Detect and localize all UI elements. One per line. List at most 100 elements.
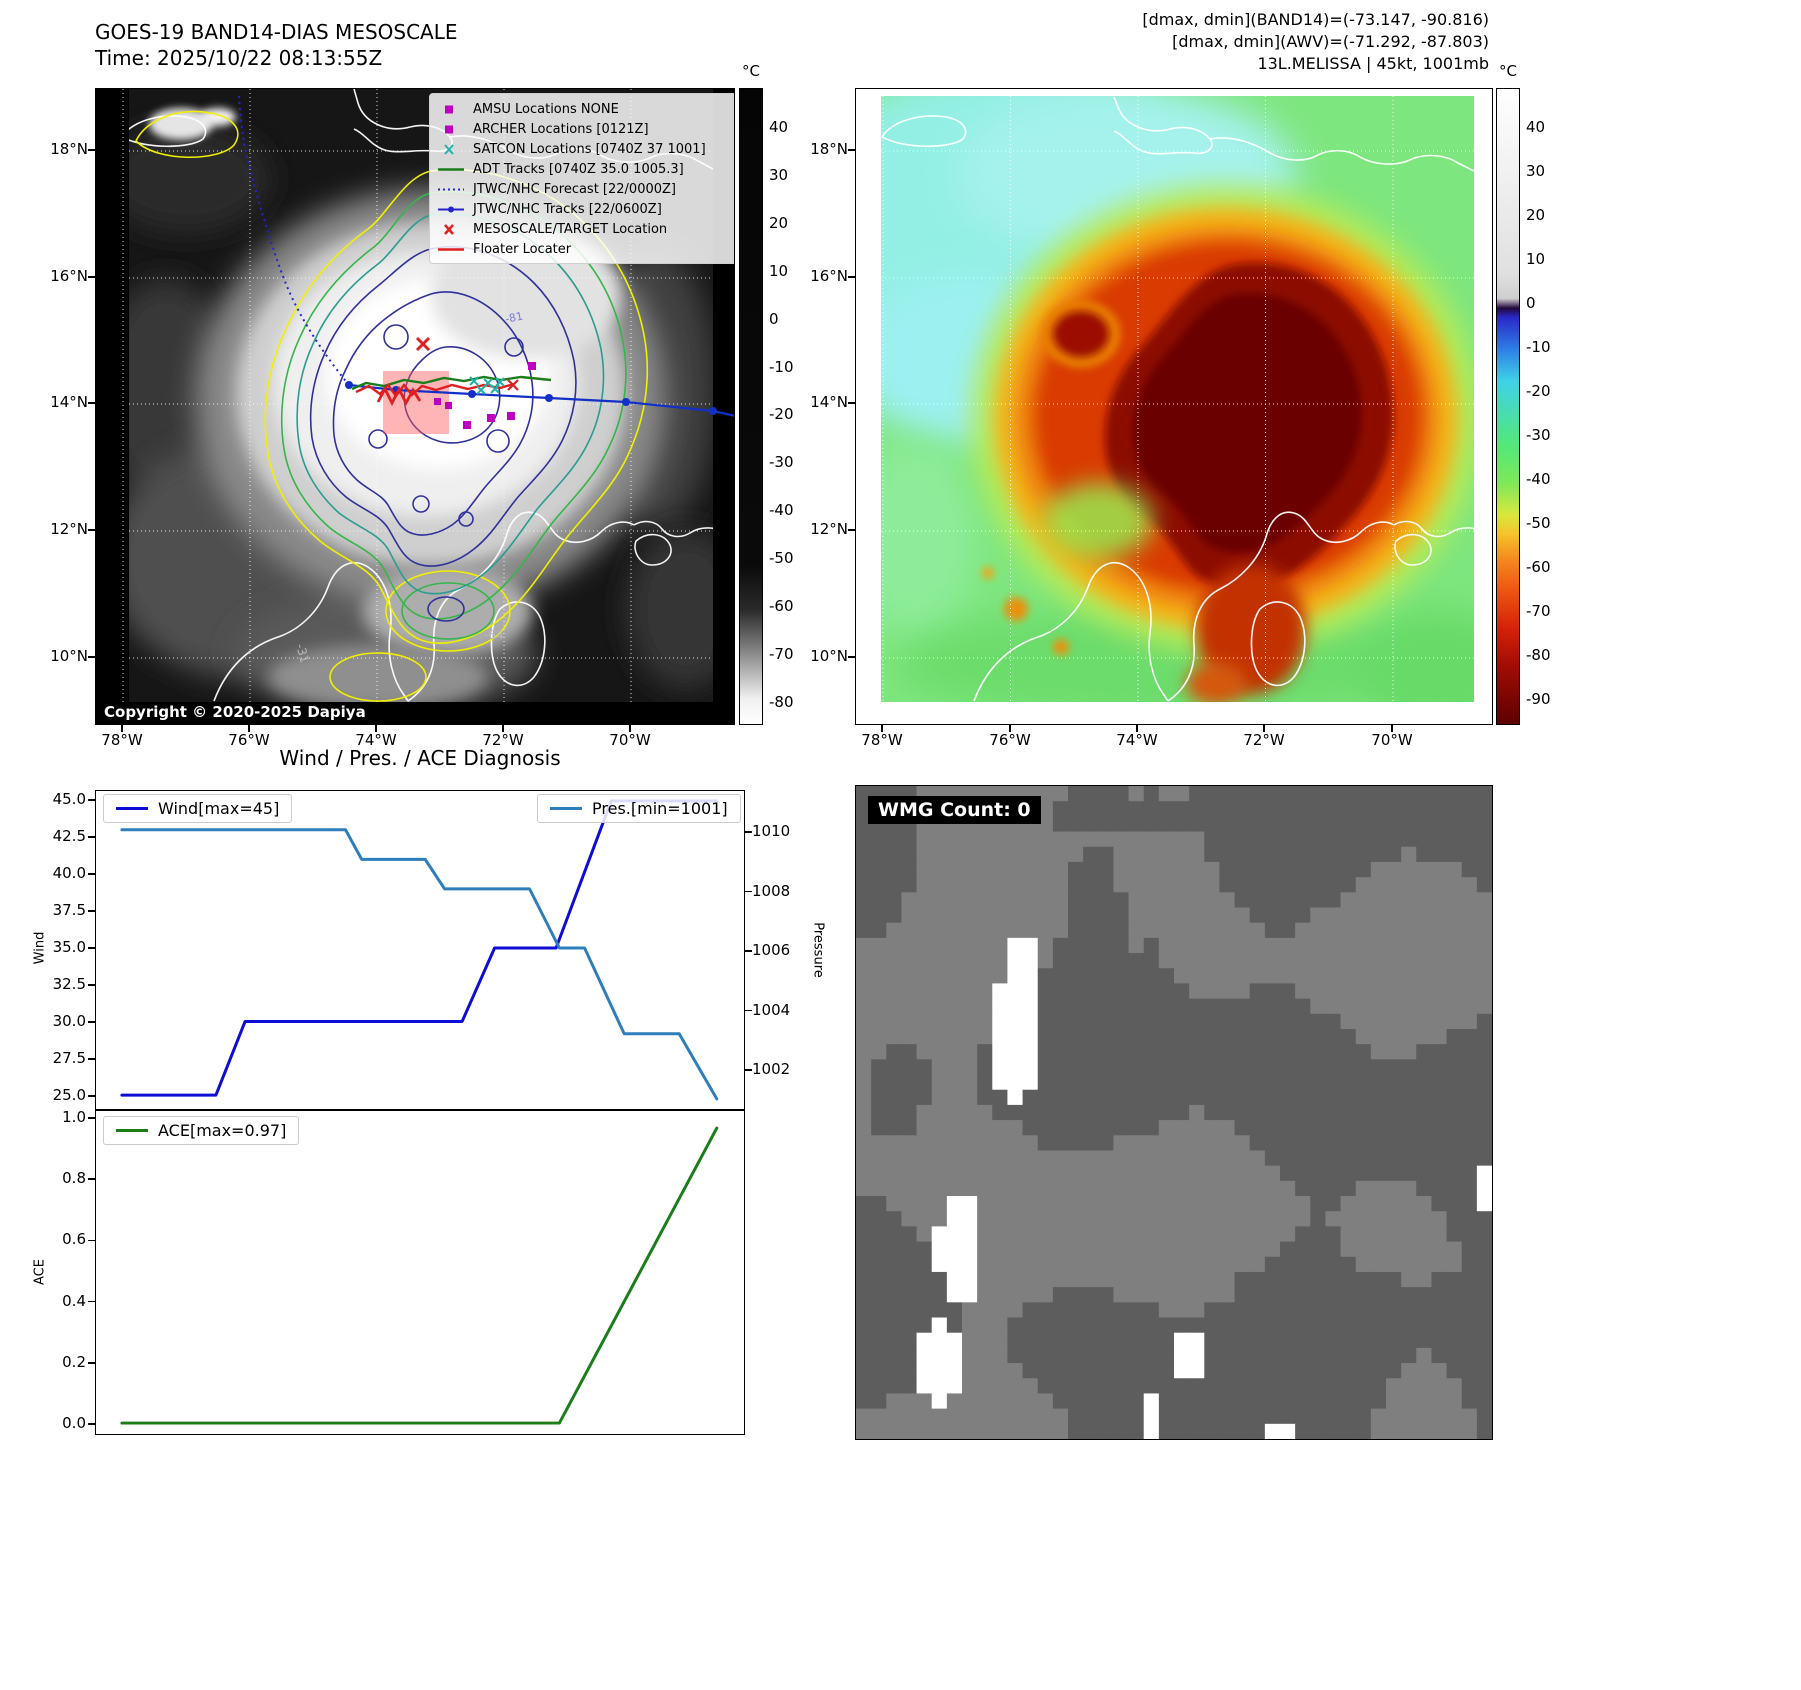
band14-lat-tickmark: [88, 149, 95, 151]
band14-lon-tick: 76°W: [228, 731, 270, 749]
ace-ytickmark: [88, 1362, 95, 1364]
pres-ytickmark: [745, 1069, 752, 1071]
wind-ytick: 45.0: [52, 790, 86, 808]
awv-colorbar-tick: -50: [1526, 514, 1551, 532]
pres-ytickmark: [745, 1009, 752, 1012]
legend-item: JTWC/NHC Tracks [22/0600Z]: [436, 199, 734, 219]
band14-colorbar: [739, 88, 763, 725]
band14-lon-tickmark: [502, 725, 504, 732]
legend-item-label: ADT Tracks [0740Z 35.0 1005.3]: [473, 161, 684, 177]
awv-colorbar-tick: -30: [1526, 426, 1551, 444]
band14-colorbar-tick: 30: [769, 165, 789, 184]
ace-legend: ACE[max=0.97]: [103, 1116, 300, 1145]
contour-label: -64: [484, 628, 504, 642]
wind-ytick: 27.5: [52, 1049, 86, 1067]
band14-lat-tickmark: [88, 276, 95, 278]
ace-ytickmark: [88, 1117, 95, 1119]
awv-lat-tick: 10°N: [810, 647, 848, 665]
band14-title: GOES-19 BAND14-DIAS MESOSCALE: [95, 20, 458, 44]
band14-lon-tickmark: [248, 725, 250, 732]
wind-legend-line: [116, 807, 148, 810]
awv-colorbar-tick: 30: [1526, 162, 1546, 180]
legend-item-label: JTWC/NHC Forecast [22/0000Z]: [473, 181, 676, 197]
awv-colorbar-tick: -40: [1526, 470, 1551, 488]
band14-lon-tickmark: [121, 725, 123, 732]
pres-ytick: 1008: [752, 881, 791, 900]
band14-colorbar-tick: 20: [769, 213, 789, 232]
copyright-text: Copyright © 2020-2025 Dapiya: [104, 703, 366, 721]
legend-item: ARCHER Locations [0121Z]: [436, 119, 734, 139]
awv-lat-tickmark: [848, 276, 855, 278]
pres-ytick: 1002: [752, 1060, 791, 1078]
band14-lon-tickmark: [629, 725, 631, 732]
awv-lon-tickmark: [881, 725, 883, 732]
awv-colorbar-tick: -90: [1526, 690, 1551, 708]
wind-ytick: 37.5: [52, 901, 86, 919]
pres-legend: Pres.[min=1001]: [537, 794, 741, 823]
wind-ytickmark: [88, 873, 95, 875]
band14-colorbar-tick: -80: [769, 692, 794, 711]
grid-lines: [881, 96, 1474, 702]
wind-ytickmark: [88, 947, 95, 949]
green-line-icon: [438, 167, 464, 171]
pres-ytickmark: [745, 890, 752, 893]
floater-scribble: [376, 385, 422, 407]
awv-colorbar-tick: 20: [1526, 206, 1546, 224]
awv-lat-tick: 18°N: [810, 140, 848, 158]
awv-lon-tickmark: [1009, 725, 1011, 732]
legend-item: Floater Locater: [436, 239, 734, 259]
ace-legend-label: ACE[max=0.97]: [158, 1121, 287, 1140]
wmg-count-label: WMG Count: 0: [868, 796, 1041, 824]
awv-header-line2: [dmax, dmin](AWV)=(-71.292, -87.803): [1172, 32, 1489, 51]
band14-colorbar-tick: -70: [769, 644, 794, 663]
ace-ytick: 1.0: [62, 1108, 86, 1126]
band14-colorbar-tick: -10: [769, 357, 794, 376]
awv-field: [881, 96, 1474, 702]
wind-pres-plot: [120, 799, 719, 1101]
awv-colorbar-tick: -20: [1526, 382, 1551, 400]
awv-lon-tick: 70°W: [1371, 731, 1413, 749]
band14-lat-tickmark: [88, 529, 95, 531]
wind-ytickmark: [88, 984, 95, 986]
ace-ytick: 0.0: [62, 1414, 86, 1432]
band14-lon-tick: 70°W: [609, 731, 651, 749]
awv-colorbar: [1496, 88, 1520, 725]
wind-ytickmark: [88, 1058, 95, 1060]
legend-item: AMSU Locations NONE: [436, 99, 734, 119]
awv-lat-tick: 14°N: [810, 393, 848, 411]
ace-legend-line: [116, 1129, 148, 1132]
ace-ytickmark: [88, 1178, 95, 1180]
pressure-ylabel: Pressure: [810, 922, 826, 978]
ace-ylabel: ACE: [32, 1259, 48, 1285]
band14-colorbar-tick: 0: [769, 309, 779, 328]
ace-ytickmark: [88, 1423, 95, 1425]
band14-colorbar-tick: 10: [769, 261, 789, 280]
pres-ytick: 1006: [752, 941, 791, 959]
adt-track-line: [351, 375, 552, 391]
ace-chart: [95, 1110, 745, 1435]
awv-lat-tickmark: [848, 149, 855, 151]
magenta-square-icon: [445, 125, 453, 133]
target-x-marker: [415, 336, 519, 391]
contour-label: -31: [293, 642, 312, 665]
legend-item-label: JTWC/NHC Tracks [22/0600Z]: [473, 201, 662, 217]
band14-lat-tick: 18°N: [50, 140, 88, 158]
red-x-icon: [444, 223, 454, 235]
band14-colorbar-tick: -40: [769, 501, 794, 520]
band14-map-legend: AMSU Locations NONE ARCHER Locations [012…: [429, 93, 734, 264]
awv-colorbar-tick: 40: [1526, 118, 1546, 136]
wmg-mosaic: [856, 786, 1492, 1439]
teal-x-icon: [444, 143, 454, 155]
band14-lat-tick: 10°N: [50, 647, 88, 665]
band14-colorbar-tick: -20: [769, 405, 794, 424]
awv-lat-tickmark: [848, 656, 855, 658]
wind-legend-label: Wind[max=45]: [158, 799, 280, 818]
pres-legend-line: [550, 807, 582, 810]
wind-ytick: 35.0: [52, 938, 86, 956]
red-line-icon: [438, 247, 464, 251]
wind-ytickmark: [88, 1095, 95, 1097]
band14-lon-tick: 74°W: [355, 731, 397, 749]
awv-satellite-image: [856, 89, 1492, 724]
band14-time: Time: 2025/10/22 08:13:55Z: [95, 46, 383, 70]
awv-colorbar-tick: 10: [1526, 250, 1546, 268]
